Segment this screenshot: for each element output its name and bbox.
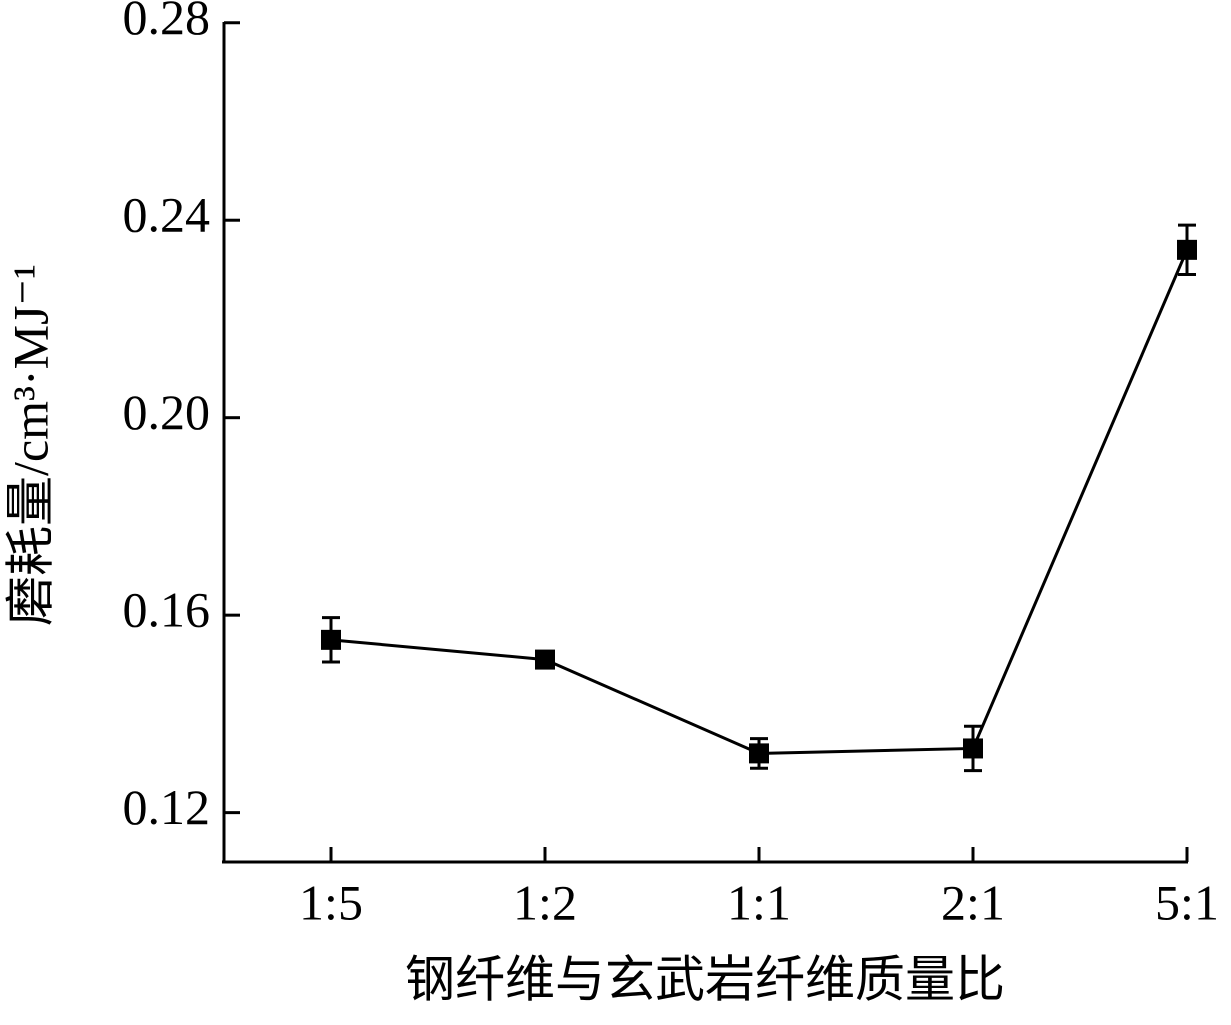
x-tick-label: 1:1 [727,874,791,930]
y-axis-label: 磨耗量/cm³·MJ⁻¹ [2,264,58,626]
marker [749,743,769,764]
x-tick-label: 5:1 [1155,874,1219,930]
x-tick-label: 2:1 [941,874,1005,930]
x-axis-label: 钢纤维与玄武岩纤维质量比 [405,951,1005,1007]
y-tick-label: 0.16 [123,582,211,638]
y-tick-label: 0.12 [123,779,211,835]
x-tick-label: 1:2 [513,874,577,930]
y-tick-label: 0.28 [123,0,211,45]
x-tick-label: 1:5 [299,874,363,930]
y-tick-label: 0.20 [123,384,211,440]
marker [1177,239,1197,260]
y-tick-label: 0.24 [123,187,211,243]
marker [963,738,983,759]
line [330,249,1189,755]
marker [535,649,555,670]
marker [321,629,341,650]
